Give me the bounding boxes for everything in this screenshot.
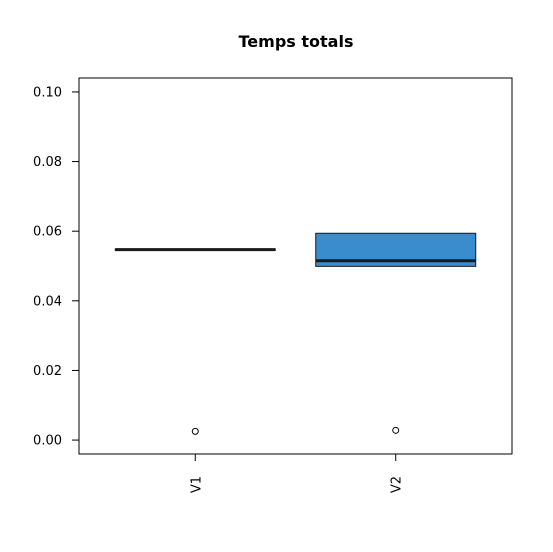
box-v1 xyxy=(114,248,276,435)
y-tick-label: 0.10 xyxy=(33,85,62,100)
y-tick-label: 0.08 xyxy=(33,155,62,170)
x-tick-label: V1 xyxy=(189,476,204,493)
box-v2 xyxy=(315,232,477,434)
x-tick-label: V2 xyxy=(390,476,405,493)
y-axis: 0.00 0.02 0.04 0.06 0.08 0.10 xyxy=(33,85,80,449)
box-outlier xyxy=(392,426,400,434)
chart-title: Temps totals xyxy=(239,32,354,51)
y-tick-label: 0.00 xyxy=(33,434,62,449)
y-tick-label: 0.06 xyxy=(33,225,62,240)
box-series xyxy=(114,232,477,435)
box-outlier xyxy=(191,427,199,435)
x-axis: V1 V2 xyxy=(189,453,405,493)
y-tick-label: 0.04 xyxy=(33,294,62,309)
y-tick-label: 0.02 xyxy=(33,364,62,379)
